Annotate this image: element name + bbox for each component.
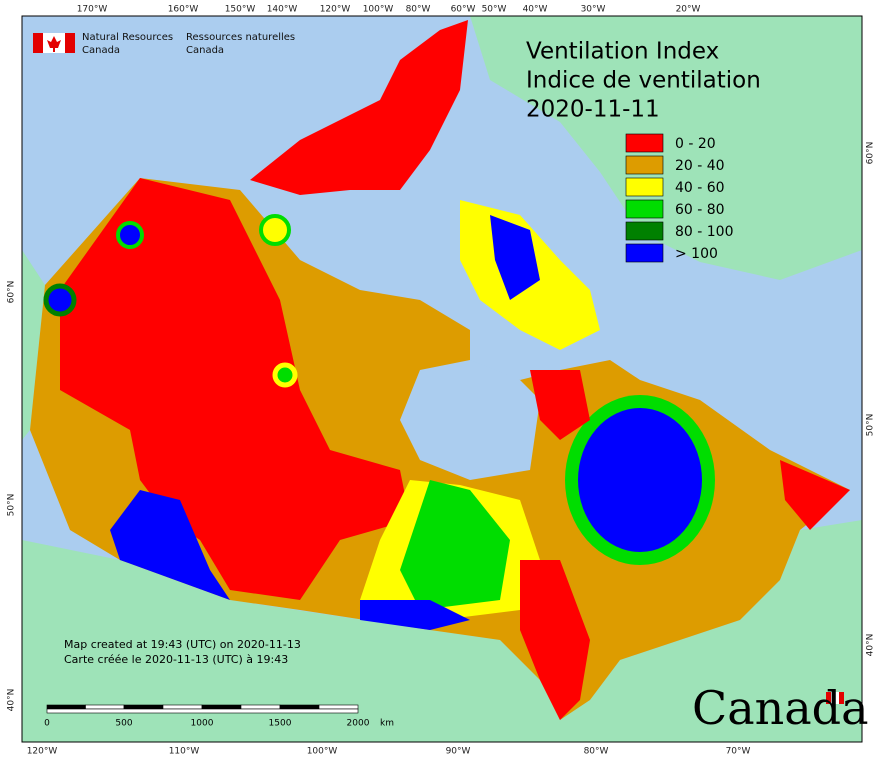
longitude-label: 100°W: [307, 747, 338, 757]
scale-segment: [85, 704, 125, 710]
flag-leaf: [47, 36, 61, 52]
longitude-label: 170°W: [77, 5, 108, 15]
longitude-label: 120°W: [320, 5, 351, 15]
scale-segment: [279, 704, 320, 710]
baffin-blue: [490, 215, 540, 300]
latitude-label: 60°N: [866, 142, 876, 165]
latitude-label: 40°N: [866, 634, 876, 657]
usa: [22, 520, 862, 742]
scale-unit: km: [380, 719, 394, 729]
scale-segment: [46, 704, 86, 710]
scale-label: 1000: [191, 719, 214, 729]
longitude-label: 70°W: [726, 747, 751, 757]
legend-swatch: [625, 243, 664, 263]
scale-label: 500: [115, 719, 132, 729]
longitude-label: 60°W: [451, 5, 476, 15]
alaska: [22, 250, 45, 440]
scale-segment: [318, 704, 359, 710]
legend-swatch: [625, 221, 664, 241]
longitude-label: 150°W: [225, 5, 256, 15]
arctic-islands: [250, 20, 468, 195]
legend-label: > 100: [675, 246, 718, 262]
longitude-label: 120°W: [27, 747, 58, 757]
ontario-blue: [360, 600, 470, 630]
legend-label: 80 - 100: [675, 224, 734, 240]
agency-en: Natural Resources: [82, 32, 173, 43]
longitude-label: 50°W: [482, 5, 507, 15]
title-line: 2020-11-11: [526, 97, 660, 123]
longitude-label: 40°W: [523, 5, 548, 15]
ungava-red: [530, 370, 590, 440]
legend-swatch: [625, 177, 664, 197]
scale-segment: [162, 704, 203, 710]
legend-swatch: [625, 133, 664, 153]
newfoundland-red: [780, 460, 850, 530]
agency-fr: Ressources naturelles: [186, 32, 295, 43]
agency: [33, 33, 75, 53]
blue-spot: [43, 283, 77, 317]
longitude-label: 30°W: [581, 5, 606, 15]
agency-fr: Canada: [186, 45, 224, 56]
scale-segment: [123, 704, 164, 710]
scale-segment: [201, 704, 242, 710]
legend-swatch: [625, 199, 664, 219]
canada-wordmark: Canada: [692, 681, 869, 735]
legend-label: 40 - 60: [675, 180, 725, 196]
longitude-label: 90°W: [446, 747, 471, 757]
legend-label: 0 - 20: [675, 136, 716, 152]
longitude-label: 20°W: [676, 5, 701, 15]
flag-band: [33, 33, 43, 53]
west-red: [60, 178, 410, 600]
flag-band: [839, 692, 844, 704]
map: [22, 16, 862, 742]
map-frame: [21, 15, 863, 743]
longitude-label: 140°W: [267, 5, 298, 15]
latitude-label: 40°N: [7, 689, 17, 712]
longitude-label: 80°W: [406, 5, 431, 15]
green-spot: [272, 362, 298, 388]
longitude-label: 160°W: [168, 5, 199, 15]
scale-label: 2000: [347, 719, 370, 729]
legend-label: 20 - 40: [675, 158, 725, 174]
quebec-blue: [578, 408, 702, 552]
latitude-label: 50°N: [7, 494, 17, 517]
hudson-bay: [400, 360, 540, 480]
scale-segment: [240, 704, 281, 710]
scale-label: 0: [44, 719, 50, 729]
title-line: Ventilation Index: [526, 39, 719, 65]
flag-center: [831, 692, 839, 704]
ontario-green: [400, 480, 510, 610]
south-ontario-red: [520, 560, 590, 720]
prairie-blue: [110, 490, 230, 600]
wordmark: Canada: [692, 681, 869, 735]
blue-spot: [116, 221, 144, 249]
yellow-spot: [259, 214, 291, 246]
scale-label: 1500: [269, 719, 292, 729]
latitude-label: 60°N: [7, 281, 17, 304]
scale-frame: [46, 708, 359, 714]
legend-label: 60 - 80: [675, 202, 725, 218]
flag-band: [65, 33, 75, 53]
longitude-label: 110°W: [169, 747, 200, 757]
legend-swatch: [625, 155, 664, 175]
greenland: [470, 16, 862, 280]
map-note: Map created at 19:43 (UTC) on 2020-11-13: [64, 638, 301, 651]
map-note: Carte créée le 2020-11-13 (UTC) à 19:43: [64, 653, 288, 666]
title-line: Indice de ventilation: [526, 68, 761, 94]
latitude-label: 50°N: [866, 414, 876, 437]
agency-en: Canada: [82, 45, 120, 56]
longitude-label: 80°W: [584, 747, 609, 757]
longitude-label: 100°W: [363, 5, 394, 15]
flag-band: [826, 692, 831, 704]
